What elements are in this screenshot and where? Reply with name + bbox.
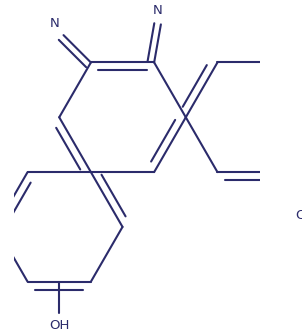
Text: N: N: [50, 17, 59, 30]
Text: OH: OH: [49, 319, 69, 332]
Text: OH: OH: [295, 209, 302, 222]
Text: N: N: [153, 4, 162, 17]
